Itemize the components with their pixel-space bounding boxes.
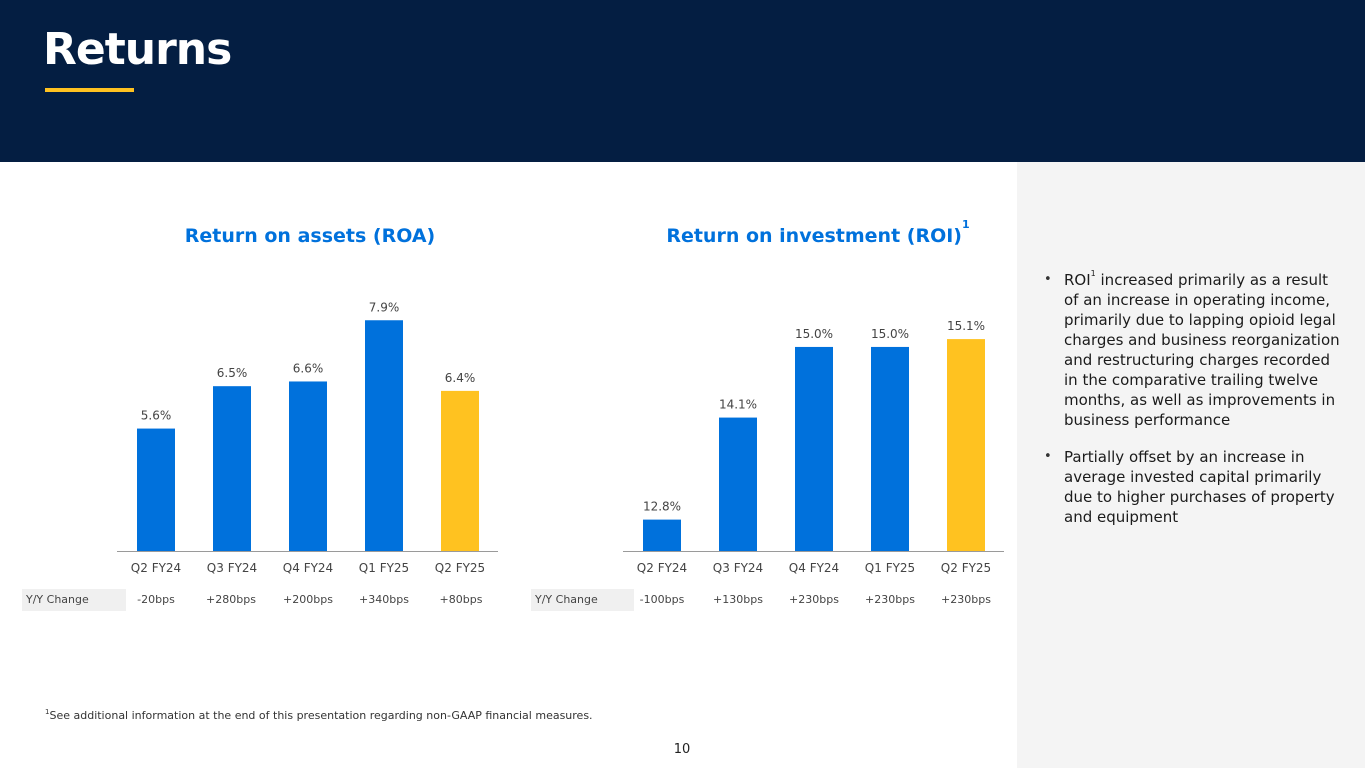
- bullet-roi-footnote-marker: 1: [1090, 269, 1096, 278]
- title-underline: [45, 88, 134, 92]
- roi-data-label: 12.8%: [643, 500, 681, 514]
- roi-category-label: Q3 FY24: [713, 561, 763, 575]
- roi-category-label: Q1 FY25: [865, 561, 915, 575]
- roa-data-label: 6.4%: [445, 371, 476, 385]
- roa-category-label: Q3 FY24: [207, 561, 257, 575]
- bullet-offset-text: Partially offset by an increase in avera…: [1064, 448, 1335, 526]
- roa-bar: [213, 386, 251, 551]
- footnote: 1See additional information at the end o…: [45, 708, 593, 723]
- roa-title-text: Return on assets (ROA): [184, 225, 436, 247]
- roa-bar-chart: 5.6% Q2 FY24 6.5% Q3 FY24 6.6% Q4 FY24 7.9% Q1 …: [117, 300, 498, 575]
- roi-category-label: Q4 FY24: [789, 561, 839, 575]
- roi-yoy-cell: +230bps: [941, 593, 991, 606]
- roi-bar: [643, 519, 681, 551]
- roi-bar-chart: 12.8% Q2 FY24 14.1% Q3 FY24 15.0% Q4 FY24 15.0…: [623, 319, 1004, 575]
- roa-category-label: Q4 FY24: [283, 561, 333, 575]
- roa-data-label: 5.6%: [141, 409, 172, 423]
- roi-yoy-cell: +230bps: [865, 593, 915, 606]
- footnote-marker: 1: [45, 708, 50, 716]
- roa-category-label: Q2 FY24: [131, 561, 181, 575]
- roa-bar: [441, 390, 479, 551]
- roi-title-text: Return on investment (ROI): [666, 225, 962, 247]
- roi-bar: [871, 346, 909, 551]
- roi-bar: [795, 346, 833, 551]
- bullet-offset: Partially offset by an increase in avera…: [1044, 447, 1346, 527]
- roa-yoy-cell: -20bps: [137, 593, 175, 606]
- footnote-text: See additional information at the end of…: [49, 709, 593, 722]
- roa-bar: [365, 320, 403, 551]
- roi-category-label: Q2 FY24: [637, 561, 687, 575]
- roa-yoy-cell: +280bps: [206, 593, 256, 606]
- roi-data-label: 15.1%: [947, 319, 985, 333]
- roa-yoy-label: Y/Y Change: [22, 589, 126, 611]
- roa-data-label: 6.6%: [293, 361, 324, 375]
- roi-bar: [719, 417, 757, 551]
- roa-yoy-cell: +200bps: [283, 593, 333, 606]
- bullet-roi-term: ROI: [1064, 271, 1091, 289]
- roi-yoy-cell: +230bps: [789, 593, 839, 606]
- roi-yoy-label: Y/Y Change: [531, 589, 634, 611]
- roi-data-label: 15.0%: [795, 327, 833, 341]
- roi-yoy-cell: -100bps: [639, 593, 685, 606]
- header-banner: Returns: [0, 0, 1365, 162]
- bullet-roi-text: increased primarily as a result of an in…: [1064, 271, 1340, 429]
- page-title: Returns: [43, 24, 232, 75]
- roa-data-label: 6.5%: [217, 366, 248, 380]
- roi-chart-title: Return on investment (ROI)1: [653, 219, 983, 247]
- roa-category-label: Q2 FY25: [435, 561, 485, 575]
- roa-category-label: Q1 FY25: [359, 561, 409, 575]
- bullet-roi-increase: ROI1 increased primarily as a result of …: [1044, 269, 1346, 430]
- roa-bar: [289, 381, 327, 551]
- roa-data-label: 7.9%: [369, 300, 400, 314]
- roi-title-footnote-marker: 1: [962, 218, 970, 231]
- roa-bar: [137, 428, 175, 551]
- roa-yoy-row: Y/Y Change -20bps +280bps +200bps +340bp…: [0, 589, 1017, 611]
- roi-data-label: 15.0%: [871, 327, 909, 341]
- roa-chart-title: Return on assets (ROA): [160, 225, 460, 247]
- roi-data-label: 14.1%: [719, 398, 757, 412]
- commentary-bullets: ROI1 increased primarily as a result of …: [1044, 269, 1346, 544]
- page-number: 10: [673, 742, 691, 757]
- roi-yoy-cell: +130bps: [713, 593, 763, 606]
- bar-charts: 5.6% Q2 FY24 6.5% Q3 FY24 6.6% Q4 FY24 7.9% Q1 …: [117, 300, 1004, 575]
- roi-category-label: Q2 FY25: [941, 561, 991, 575]
- roa-yoy-cell: +80bps: [439, 593, 483, 606]
- roa-yoy-cell: +340bps: [359, 593, 409, 606]
- roi-bar: [947, 339, 985, 551]
